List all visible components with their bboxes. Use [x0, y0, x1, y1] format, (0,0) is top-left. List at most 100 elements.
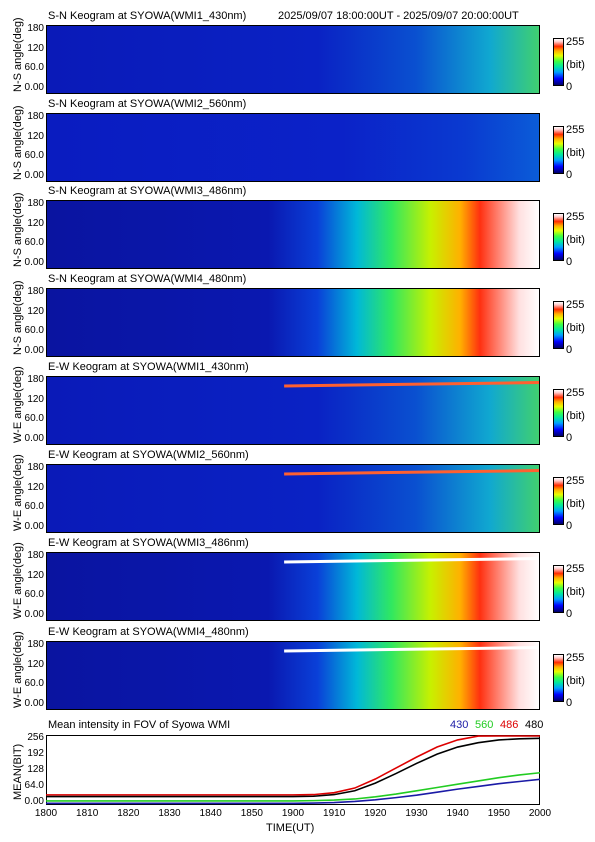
- panel-title: E-W Keogram at SYOWA(WMI2_560nm): [48, 449, 249, 461]
- chart-xtick: 1940: [446, 808, 469, 819]
- chart-xtick: 1810: [76, 808, 99, 819]
- colorbar-min-label: 0: [566, 520, 573, 532]
- panel-ytick: 60.0: [24, 678, 44, 690]
- arc-line: [284, 646, 539, 653]
- panel-ytick: 180: [27, 374, 44, 385]
- colorbar-max-label: 255: [566, 652, 585, 664]
- panel-ytick: 60.0: [24, 501, 44, 513]
- colorbar-unit-label: (bit): [566, 234, 585, 246]
- colorbar-min-label: 0: [566, 344, 573, 356]
- panel-ytick: 0.00: [24, 257, 44, 268]
- keogram-image: [46, 464, 540, 533]
- time-range-label: 2025/09/07 18:00:00UT - 2025/09/07 20:00…: [278, 10, 519, 22]
- chart-ytick: 0.00: [24, 796, 44, 807]
- series-line-486: [46, 735, 540, 796]
- colorbar-min-label: 0: [566, 81, 573, 93]
- colorbar-min-label: 0: [566, 169, 573, 181]
- panel-ytick: 180: [27, 286, 44, 297]
- colorbar-max-label: 255: [566, 211, 585, 223]
- colorbar-unit-label: (bit): [566, 586, 585, 598]
- arc-line: [284, 381, 539, 388]
- colorbar-max-label: 255: [566, 563, 585, 575]
- panel-ytick: 0.00: [24, 170, 44, 181]
- colorbar: [553, 654, 564, 702]
- colorbar-unit-label: (bit): [566, 410, 585, 422]
- chart-xlabel: TIME(UT): [266, 822, 315, 834]
- chart-xtick: 1920: [364, 808, 387, 819]
- panel-ytick: 60.0: [24, 150, 44, 162]
- colorbar: [553, 477, 564, 525]
- panel-ytick: 120: [27, 305, 44, 317]
- chart-xtick: 1850: [240, 808, 263, 819]
- series-line-430: [46, 778, 540, 805]
- colorbar-max-label: 255: [566, 475, 585, 487]
- chart-xtick: 1900: [281, 808, 305, 819]
- chart-title: Mean intensity in FOV of Syowa WMI: [48, 719, 231, 731]
- panel-title: E-W Keogram at SYOWA(WMI3_486nm): [48, 537, 249, 549]
- chart-ytick: 128: [27, 764, 44, 775]
- legend-entry-560: 560: [475, 719, 494, 731]
- keogram-image: [46, 376, 540, 445]
- chart-xtick: 1830: [158, 808, 181, 819]
- colorbar-max-label: 255: [566, 299, 585, 311]
- panel-ytick: 60.0: [24, 325, 44, 337]
- chart-xtick: 1840: [199, 808, 222, 819]
- keogram-image: [46, 25, 540, 94]
- keogram-arc: [284, 469, 539, 476]
- panel-ytick: 120: [27, 130, 44, 142]
- colorbar-max-label: 255: [566, 387, 585, 399]
- legend-entry-430: 430: [450, 719, 469, 731]
- panel-ytick: 180: [27, 23, 44, 34]
- colorbar: [553, 301, 564, 349]
- panel-ytick: 0.00: [24, 609, 44, 620]
- keogram-image: [46, 113, 540, 182]
- panel-title: E-W Keogram at SYOWA(WMI1_430nm): [48, 361, 249, 373]
- panel-ytick: 180: [27, 550, 44, 561]
- panel-ytick: 120: [27, 393, 44, 405]
- panel-ytick: 60.0: [24, 62, 44, 74]
- panel-title: S-N Keogram at SYOWA(WMI4_480nm): [48, 273, 247, 285]
- panel-ytick: 180: [27, 639, 44, 650]
- panel-title: E-W Keogram at SYOWA(WMI4_480nm): [48, 626, 249, 638]
- colorbar-unit-label: (bit): [566, 147, 585, 159]
- chart-xtick: 1910: [323, 808, 346, 819]
- keogram-arc: [284, 381, 539, 388]
- panel-ytick: 120: [27, 42, 44, 54]
- series-line-480: [46, 737, 540, 798]
- panel-ytick: 0.00: [24, 698, 44, 709]
- colorbar-unit-label: (bit): [566, 59, 585, 71]
- panel-ytick: 0.00: [24, 82, 44, 93]
- panel-title: S-N Keogram at SYOWA(WMI2_560nm): [48, 98, 247, 110]
- panel-title: S-N Keogram at SYOWA(WMI1_430nm): [48, 10, 247, 22]
- colorbar-unit-label: (bit): [566, 675, 585, 687]
- panel-ytick: 120: [27, 569, 44, 581]
- chart-xtick: 1950: [487, 808, 510, 819]
- panel-title: S-N Keogram at SYOWA(WMI3_486nm): [48, 185, 247, 197]
- colorbar-max-label: 255: [566, 36, 585, 48]
- colorbar-unit-label: (bit): [566, 498, 585, 510]
- colorbar-min-label: 0: [566, 697, 573, 709]
- keogram-image: [46, 641, 540, 710]
- panel-ytick: 60.0: [24, 413, 44, 425]
- chart-xtick: 2000: [528, 808, 552, 819]
- colorbar: [553, 565, 564, 613]
- mean-intensity-plot: [46, 735, 540, 805]
- panel-ytick: 60.0: [24, 237, 44, 249]
- keogram-arc: [284, 557, 539, 564]
- panel-ytick: 0.00: [24, 433, 44, 444]
- series-line-560: [46, 771, 540, 802]
- panel-ytick: 60.0: [24, 589, 44, 601]
- panel-ytick: 0.00: [24, 521, 44, 532]
- chart-xtick: 1930: [405, 808, 428, 819]
- arc-line: [284, 469, 539, 476]
- colorbar: [553, 389, 564, 437]
- panel-ytick: 180: [27, 462, 44, 473]
- chart-ytick: 192: [27, 748, 44, 759]
- panel-ytick: 0.00: [24, 345, 44, 356]
- panel-ytick: 180: [27, 198, 44, 209]
- legend-entry-480: 480: [525, 719, 544, 731]
- chart-xtick: 1820: [117, 808, 140, 819]
- keogram-image: [46, 288, 540, 357]
- panel-ytick: 120: [27, 658, 44, 670]
- colorbar-min-label: 0: [566, 256, 573, 268]
